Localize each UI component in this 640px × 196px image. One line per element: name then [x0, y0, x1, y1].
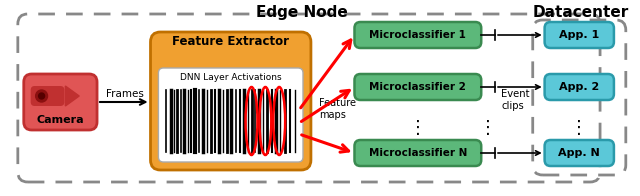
Polygon shape: [65, 86, 79, 106]
Text: Feature
maps: Feature maps: [319, 98, 356, 120]
FancyBboxPatch shape: [355, 140, 481, 166]
FancyBboxPatch shape: [150, 32, 311, 170]
Text: ⋮: ⋮: [409, 119, 427, 137]
Text: ⋮: ⋮: [479, 119, 497, 137]
Text: DNN Layer Activations: DNN Layer Activations: [180, 73, 282, 82]
Text: Microclassifier 2: Microclassifier 2: [369, 82, 467, 92]
Text: Microclassifier 1: Microclassifier 1: [369, 30, 467, 40]
FancyBboxPatch shape: [355, 74, 481, 100]
Text: Camera: Camera: [36, 115, 84, 125]
Circle shape: [38, 93, 45, 99]
Text: App. N: App. N: [558, 148, 600, 158]
FancyBboxPatch shape: [31, 86, 65, 106]
FancyBboxPatch shape: [355, 22, 481, 48]
Text: Edge Node: Edge Node: [256, 5, 348, 20]
Text: Frames: Frames: [106, 89, 144, 99]
Text: App. 2: App. 2: [559, 82, 600, 92]
Circle shape: [36, 90, 47, 102]
Text: Event
clips: Event clips: [501, 89, 529, 111]
Text: App. 1: App. 1: [559, 30, 600, 40]
Text: Microclassifier N: Microclassifier N: [369, 148, 467, 158]
FancyBboxPatch shape: [159, 68, 303, 162]
Text: Datacenter: Datacenter: [532, 5, 628, 20]
Text: Feature Extractor: Feature Extractor: [172, 34, 289, 47]
FancyBboxPatch shape: [545, 22, 614, 48]
FancyBboxPatch shape: [545, 74, 614, 100]
Text: ⋮: ⋮: [570, 119, 588, 137]
FancyBboxPatch shape: [24, 74, 97, 130]
FancyBboxPatch shape: [545, 140, 614, 166]
